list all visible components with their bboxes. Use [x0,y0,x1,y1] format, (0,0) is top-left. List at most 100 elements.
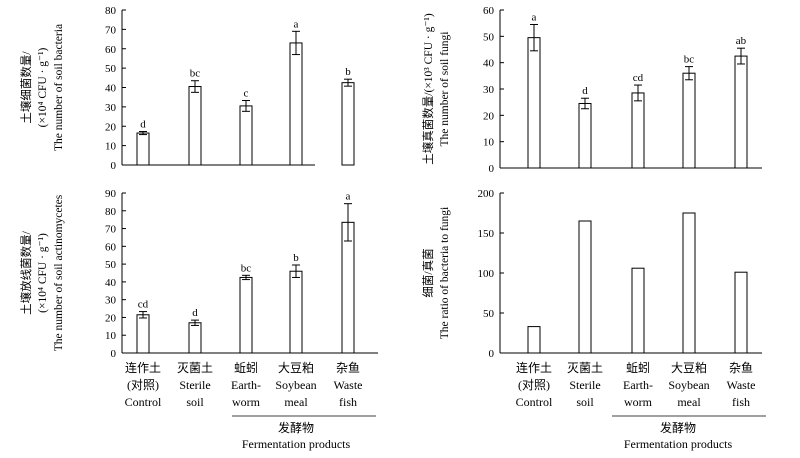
x-category-label-left: meal [284,395,308,409]
bar-soybean-meal [289,42,303,166]
significance-label: bc [190,68,201,80]
x-category-label-right: soil [576,395,594,409]
y-tick-label: 30 [105,295,117,307]
y-tick-label: 0 [489,163,495,175]
y-tick-label: 0 [489,348,495,360]
group-label-en: Fermentation products [242,437,351,451]
x-category-label-left: 杂鱼 [336,361,360,375]
y-axis-label-line: 土壤放线菌数量/ [19,230,33,314]
x-category-label-left: Sterile [179,378,210,392]
y-tick-label: 20 [105,121,117,133]
group-label-en: Fermentation products [624,437,733,451]
y-tick-label: 20 [483,110,495,122]
bar-waste-fish [734,271,748,354]
x-category-label-right: 蚯蚓 [626,360,650,375]
y-tick-label: 150 [478,228,495,240]
y-tick-label: 40 [105,277,117,289]
bar-soybean-meal [682,72,696,169]
x-category-label-left: 大豆粕 [278,360,314,375]
chart-panel-top-left: 0 10 20 30 40 50 60 70 80 土壤细菌数量/ (×10⁴ CFU · g⁻¹)… [19,5,355,172]
bar-control [527,37,541,169]
bar-earthworm [631,267,645,354]
y-tick-label: 30 [483,84,495,96]
y-tick-label: 50 [483,308,495,320]
x-category-label-left: 灭菌土 [177,361,213,375]
group-labels: 发酵物 Fermentation products 发酵物 Fermentation … [232,415,766,451]
x-category-label-left: 蚯蚓 [234,360,258,375]
y-tick-label: 80 [105,206,117,218]
y-tick-label: 60 [483,5,495,17]
group-label-cn: 发酵物 [660,420,696,435]
significance-label: d [582,85,588,97]
x-category-label-right: 灭菌土 [567,361,603,375]
y-tick-label: 80 [105,5,117,17]
x-category-label-left: soil [186,395,204,409]
y-axis-label-line: (×10⁴ CFU · g⁻¹) [37,47,49,127]
y-axis-label-line: 土壤真菌数量/(×10³ CFU · g⁻¹) [421,13,435,165]
y-axis-label-line: 土壤细菌数量/ [19,51,33,124]
bar-soybean-meal [682,212,696,354]
y-tick-label: 10 [105,141,117,153]
x-category-label-right: Control [516,395,553,409]
chart-panel-top-right: 0 10 20 30 40 50 60 土壤真菌数量/(×10³ CFU · g⁻¹) The … [421,5,762,175]
significance-label: bc [684,54,695,66]
bar-waste-fish [734,55,748,169]
bar-soybean-meal [289,270,303,354]
y-tick-label: 0 [111,348,117,360]
significance-label: a [346,191,351,203]
chart-panel-bottom-right: 0 50 100 150 200 细菌/真菌 The ratio of bacteria t… [421,188,762,360]
bar-sterile-soil [578,220,592,354]
significance-label: d [192,307,198,319]
y-tick-label: 10 [105,330,117,342]
significance-label: cd [138,299,149,311]
x-category-label-right: 大豆粕 [671,360,707,375]
x-category-label-right: worm [624,395,653,409]
bar-waste-fish [341,221,355,354]
bar-control [136,314,150,354]
significance-label: c [244,87,249,99]
y-tick-label: 0 [111,160,117,172]
y-tick-label: 10 [483,137,495,149]
y-axis-label-line: (×10⁴ CFU · g⁻¹) [37,233,49,313]
x-category-label-left: Soybean [275,378,316,392]
x-category-label-right: Earth- [623,378,653,392]
y-tick-label: 90 [105,188,117,200]
y-tick-label: 70 [105,24,117,36]
x-category-label-left: worm [232,395,261,409]
x-category-label-left: (对照) [127,378,159,392]
y-tick-label: 200 [478,188,495,200]
x-category-label-right: 连作土 [516,360,552,375]
x-category-label-left: 连作土 [125,360,161,375]
y-tick-label: 60 [105,44,117,56]
x-category-label-left: Earth- [231,378,261,392]
bar-sterile-soil [188,322,202,354]
y-tick-label: 50 [105,63,117,75]
significance-label: cd [633,72,644,84]
y-axis-label-line: 细菌/真菌 [421,248,435,297]
x-category-label-right: Sterile [569,378,600,392]
bar-waste-fish [341,82,355,166]
bar-earthworm [631,92,645,169]
bar-control [527,326,541,354]
x-category-label-left: Waste [333,378,362,392]
y-tick-label: 50 [483,31,495,43]
bar-control [136,132,150,166]
y-tick-label: 70 [105,224,117,236]
bar-earthworm [239,105,253,166]
significance-label: b [345,66,351,78]
chart-panel-bottom-left: 0 10 20 30 40 50 60 70 80 90 土壤放线菌数量/ (×10⁴ CFU · g… [19,188,378,360]
x-category-label-right: Soybean [668,378,709,392]
bar-sterile-soil [188,86,202,166]
significance-label: d [140,118,146,130]
significance-label: b [293,252,299,264]
x-category-label-right: meal [677,395,701,409]
x-category-label-left: Control [125,395,162,409]
group-label-cn: 发酵物 [278,420,314,435]
x-category-label-right: fish [732,395,750,409]
y-axis-label-line: The number of soil fungi [439,32,451,147]
significance-label: a [294,18,299,30]
y-axis-label-line: The number of soil bacteria [53,24,65,151]
significance-label: a [532,11,537,23]
y-axis-label-line: The number of soil actinomycetes [53,194,65,351]
